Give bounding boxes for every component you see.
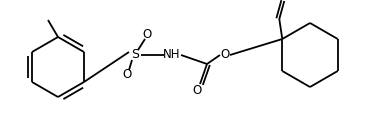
Text: O: O [142,28,151,41]
Text: O: O [122,68,132,82]
Text: NH: NH [163,47,181,60]
Text: O: O [192,83,201,97]
Text: O: O [220,47,230,60]
Text: S: S [131,49,139,61]
